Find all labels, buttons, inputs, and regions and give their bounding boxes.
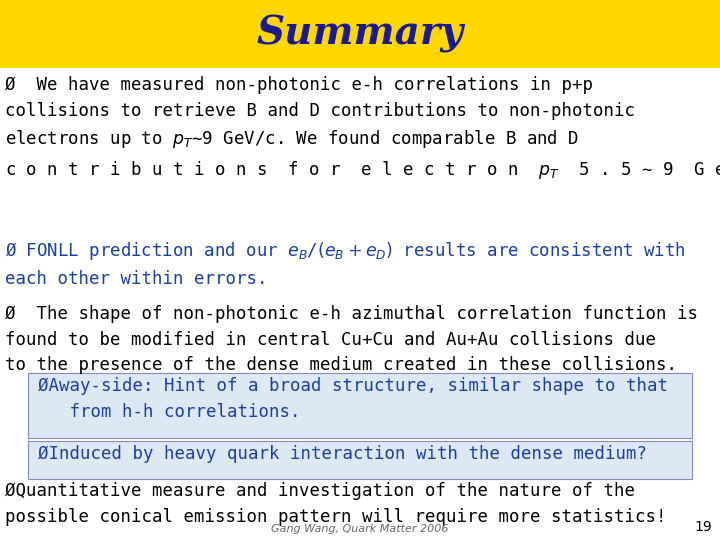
Text: ØAway-side: Hint of a broad structure, similar shape to that
   from h-h correla: ØAway-side: Hint of a broad structure, s… [38, 377, 668, 421]
Text: Ø FONLL prediction and our $e_B$/$({e_B}+{e_D})$ results are consistent with
eac: Ø FONLL prediction and our $e_B$/$({e_B}… [5, 240, 685, 288]
Text: Gang Wang, Quark Matter 2006: Gang Wang, Quark Matter 2006 [271, 524, 449, 534]
Bar [0, 0, 720, 68]
Text: ØInduced by heavy quark interaction with the dense medium?: ØInduced by heavy quark interaction with… [38, 445, 647, 463]
Bar [28, 441, 692, 479]
Text: Ø  The shape of non-photonic e-h azimuthal correlation function is
found to be m: Ø The shape of non-photonic e-h azimutha… [5, 305, 698, 374]
Text: Ø  We have measured non-photonic e-h correlations in p+p
collisions to retrieve : Ø We have measured non-photonic e-h corr… [5, 76, 720, 181]
Text: 19: 19 [694, 520, 712, 534]
Bar [28, 373, 692, 438]
Text: ØQuantitative measure and investigation of the nature of the
possible conical em: ØQuantitative measure and investigation … [5, 482, 667, 526]
Text: Summary: Summary [256, 15, 464, 53]
